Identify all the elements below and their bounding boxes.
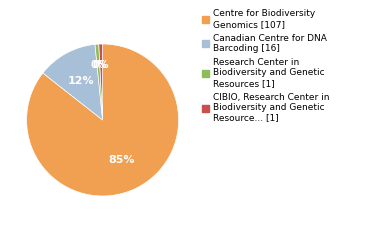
Text: 0%: 0% <box>93 60 109 70</box>
Wedge shape <box>99 44 103 120</box>
Legend: Centre for Biodiversity
Genomics [107], Canadian Centre for DNA
Barcoding [16], : Centre for Biodiversity Genomics [107], … <box>202 9 329 123</box>
Text: 0%: 0% <box>90 60 107 70</box>
Wedge shape <box>27 44 179 196</box>
Text: 12%: 12% <box>68 76 95 86</box>
Wedge shape <box>43 44 103 120</box>
Wedge shape <box>95 44 103 120</box>
Text: 85%: 85% <box>109 155 135 165</box>
